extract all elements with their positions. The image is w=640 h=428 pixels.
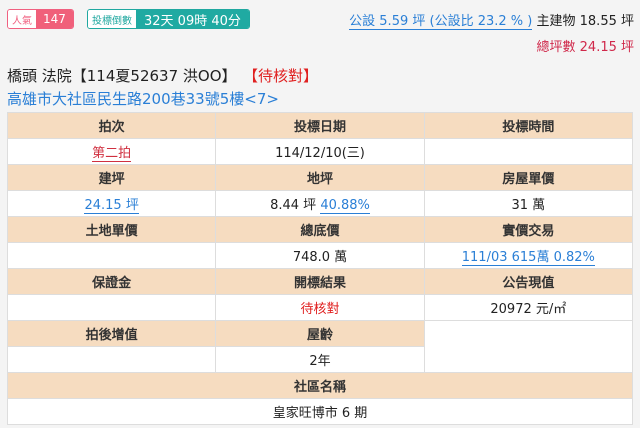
header-result: 開標結果 — [215, 268, 425, 295]
header-house-unit-price: 房屋單價 — [423, 164, 634, 191]
community-name: 皇家旺博市 6 期 — [7, 398, 633, 425]
header-land-area: 地坪 — [215, 164, 425, 191]
header-deposit: 保證金 — [6, 268, 217, 295]
announced-value: 20972 元/㎡ — [423, 294, 634, 321]
countdown-value: 32天 09時 40分 — [136, 10, 249, 28]
header-reserve-price: 總底價 — [215, 216, 425, 243]
reserve-price: 748.0 萬 — [215, 242, 425, 269]
empty-cell — [423, 320, 634, 373]
land-pct-link[interactable]: 40.88% — [320, 198, 370, 214]
area-summary: 公設 5.59 坪 (公設比 23.2 % ) 主建物 18.55 坪 — [349, 10, 634, 30]
building-area-link[interactable]: 24.15 坪 — [84, 198, 139, 214]
public-area-link[interactable]: 公設 5.59 坪 (公設比 23.2 % ) — [349, 14, 533, 30]
actual-trade-link[interactable]: 111/03 615萬 0.82% — [461, 250, 595, 266]
land-area: 8.44 坪 — [270, 198, 317, 213]
bid-time — [423, 138, 634, 165]
case-address[interactable]: 高雄市大社區民生路200巷33號5樓<7> — [7, 90, 279, 108]
popularity-value: 147 — [36, 10, 73, 28]
countdown-badge: 投標倒數 32天 09時 40分 — [87, 9, 250, 29]
land-area-cell: 8.44 坪 40.88% — [215, 190, 425, 217]
header-community-name: 社區名稱 — [7, 372, 633, 399]
land-unit-price — [6, 242, 217, 269]
round-link[interactable]: 第二拍 — [92, 146, 132, 162]
total-area: 總坪數 24.15 坪 — [536, 40, 634, 55]
building-age: 2年 — [215, 346, 425, 373]
popularity-label: 人氣 — [8, 10, 36, 28]
result: 待核對 — [215, 294, 425, 321]
case-status: 【待核對】 — [250, 67, 319, 85]
header-bid-date: 投標日期 — [215, 112, 425, 139]
popularity-badge: 人氣 147 — [7, 9, 74, 29]
case-title-row: 橋頭 法院【114夏52637 洪OO】 【待核對】 — [7, 65, 318, 86]
main-building-value: 18.55 坪 — [579, 14, 634, 29]
main-building-label: 主建物 — [536, 14, 576, 29]
deposit — [6, 294, 217, 321]
header-round: 拍次 — [6, 112, 217, 139]
case-title: 橋頭 法院【114夏52637 洪OO】 — [7, 67, 237, 85]
header-announced-value: 公告現值 — [423, 268, 634, 295]
house-unit-price: 31 萬 — [423, 190, 634, 217]
post-auction-value — [6, 346, 217, 373]
header-bid-time: 投標時間 — [423, 112, 634, 139]
round-cell: 第二拍 — [6, 138, 217, 165]
auction-info-table: 拍次 投標日期 投標時間 第二拍 114/12/10(三) 建坪 地坪 房屋單價 24.1… — [6, 112, 634, 425]
countdown-label: 投標倒數 — [88, 10, 136, 28]
header-actual-trade: 實價交易 — [423, 216, 634, 243]
building-area-cell: 24.15 坪 — [6, 190, 217, 217]
bid-date: 114/12/10(三) — [215, 138, 425, 165]
header-post-auction-value: 拍後增值 — [6, 320, 217, 347]
header-building-age: 屋齡 — [215, 320, 425, 347]
header-land-unit-price: 土地單價 — [6, 216, 217, 243]
header-building-area: 建坪 — [6, 164, 217, 191]
actual-trade-cell: 111/03 615萬 0.82% — [423, 242, 634, 269]
